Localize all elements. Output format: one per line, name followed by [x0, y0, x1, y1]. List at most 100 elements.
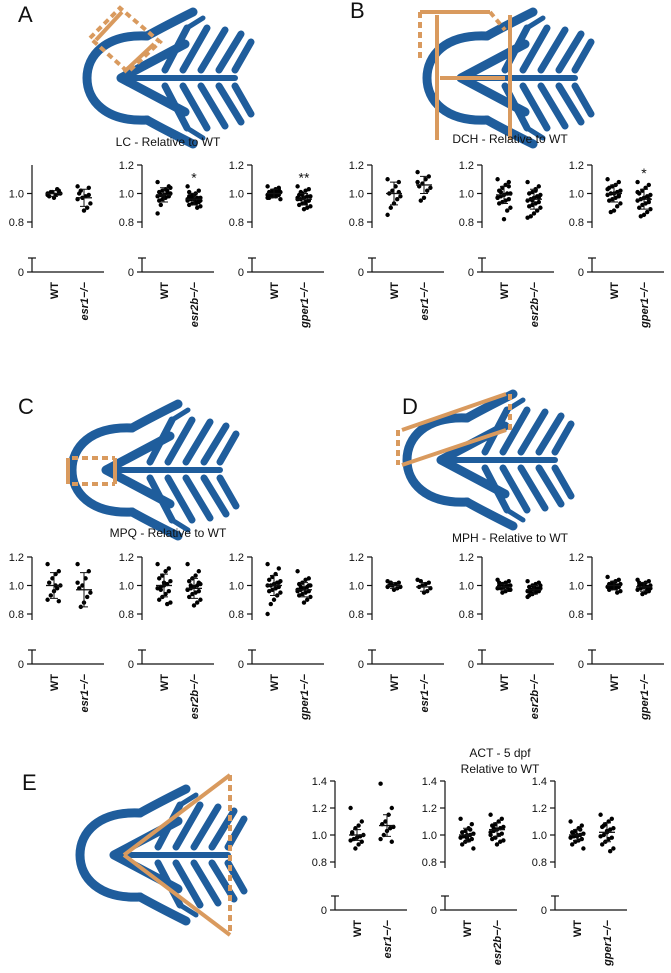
x-tick-label: esr1−/−: [79, 281, 91, 320]
data-point: [155, 561, 160, 567]
y-tick-label: 1.2: [422, 803, 437, 815]
data-point: [278, 197, 283, 202]
y-tick-label: 0: [468, 267, 474, 279]
y-tick-label: 0.8: [229, 609, 244, 621]
x-tick-label: esr1−/−: [79, 673, 91, 712]
data-point: [471, 846, 476, 851]
data-point: [460, 842, 465, 847]
data-point: [611, 846, 616, 851]
data-point: [297, 202, 302, 208]
x-tick-label: WT: [499, 282, 511, 299]
y-tick-label: 1.2: [532, 803, 547, 815]
panel-label: C: [18, 394, 34, 419]
x-tick-label: WT: [462, 920, 474, 937]
y-tick-label: 0: [578, 659, 584, 671]
measurement-d: [396, 392, 512, 467]
data-point: [508, 587, 513, 592]
data-point: [497, 201, 502, 206]
data-point: [196, 569, 201, 574]
data-point: [425, 188, 430, 193]
x-tick-label: WT: [352, 920, 364, 937]
y-tick-label: 1.0: [9, 189, 24, 201]
y-tick-label: 1.0: [349, 581, 364, 593]
data-point: [265, 611, 270, 617]
data-point: [495, 177, 500, 182]
data-point: [356, 842, 361, 847]
panel-title: MPQ - Relative to WT: [110, 526, 227, 540]
significance: **: [299, 169, 310, 185]
data-point: [645, 209, 650, 215]
y-tick-label: 1.0: [229, 581, 244, 593]
y-tick-label: 1.0: [422, 830, 437, 842]
significance: *: [191, 169, 197, 185]
data-point: [527, 191, 532, 196]
data-point: [267, 577, 272, 582]
data-point: [498, 189, 503, 195]
data-point: [265, 195, 270, 200]
y-tick-label: 1.2: [312, 803, 327, 815]
data-point: [348, 805, 353, 811]
data-point: [195, 600, 200, 605]
data-point: [267, 589, 272, 594]
data-point: [488, 812, 493, 817]
panel-label: B: [350, 0, 365, 23]
data-point: [157, 576, 162, 581]
data-point: [166, 566, 171, 571]
y-tick-label: 1.2: [229, 552, 244, 564]
data-point: [525, 215, 530, 220]
data-point: [188, 583, 193, 588]
data-point: [646, 182, 651, 188]
data-point: [383, 819, 388, 824]
data-point: [276, 566, 281, 571]
data-point: [56, 598, 61, 604]
data-point: [616, 179, 621, 185]
data-point: [359, 819, 364, 824]
data-point: [598, 834, 603, 839]
measurement-b: [418, 10, 512, 140]
panel-label: E: [22, 770, 37, 795]
data-point: [396, 179, 401, 185]
data-point: [163, 569, 168, 574]
data-point: [635, 587, 640, 592]
x-tick-label: WT: [499, 674, 511, 691]
y-tick-label: 1.2: [569, 160, 584, 172]
data-point: [195, 205, 200, 210]
y-tick-label: 0: [321, 905, 327, 917]
y-tick-label: 0.8: [349, 609, 364, 621]
x-tick-label: esr2b−/−: [492, 919, 504, 965]
data-point: [48, 593, 53, 598]
data-point: [353, 846, 358, 851]
x-tick-label: WT: [389, 674, 401, 691]
data-point: [506, 184, 511, 189]
data-point: [185, 561, 190, 567]
data-point: [75, 184, 80, 189]
data-point: [81, 208, 87, 213]
data-point: [501, 216, 507, 222]
y-tick-label: 0.8: [569, 609, 584, 621]
data-point: [155, 179, 160, 185]
data-point: [415, 169, 420, 175]
data-point: [88, 201, 93, 206]
x-tick-label: WT: [609, 282, 621, 299]
y-tick-label: 1.0: [459, 189, 474, 201]
y-tick-label: 1.0: [312, 830, 327, 842]
data-point: [538, 205, 543, 210]
data-point: [303, 188, 308, 193]
data-point: [490, 836, 495, 842]
y-tick-label: 0.8: [9, 609, 24, 621]
data-point: [638, 214, 643, 219]
measurement-c: [66, 456, 117, 486]
data-point: [608, 849, 613, 854]
data-point: [395, 197, 400, 202]
data-point: [581, 846, 586, 851]
data-point: [525, 579, 530, 584]
x-tick-label: gper1−/−: [299, 281, 311, 328]
data-point: [378, 781, 383, 786]
data-point: [615, 204, 620, 209]
data-point: [45, 597, 50, 602]
x-tick-label: esr1−/−: [419, 281, 431, 320]
data-point: [426, 174, 431, 179]
y-tick-label: 0: [358, 659, 364, 671]
data-point: [303, 577, 308, 582]
data-point: [385, 177, 390, 182]
